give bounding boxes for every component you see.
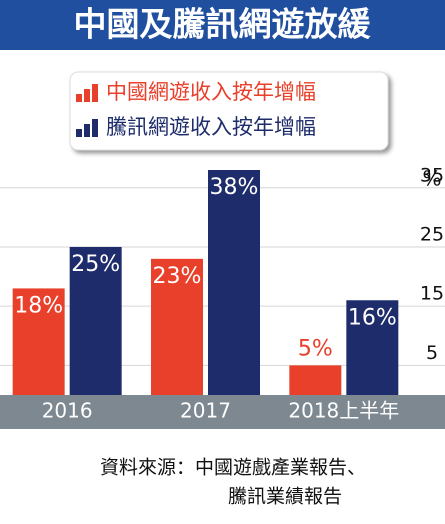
legend-icon [76,129,82,137]
legend-icon [84,89,90,102]
value-label: 38% [210,175,259,200]
y-tick-label: 35 [420,164,444,186]
legend-box [69,71,389,151]
value-label: 23% [153,264,202,289]
legend-label: 中國網遊收入按年增幅 [106,80,316,104]
x-tick-label: 2016 [42,399,93,423]
legend-label: 騰訊網遊收入按年增幅 [106,115,316,139]
value-label: 5% [298,336,333,361]
value-label: 16% [348,305,397,330]
value-label: 18% [14,293,63,318]
legend-icon [76,94,82,102]
chart-title: 中國及騰訊網遊放緩 [74,5,372,44]
legend-icon [92,119,98,137]
x-tick-label: 2018上半年 [288,399,399,423]
bar [151,258,203,395]
x-tick-label: 2017 [180,399,231,423]
bar [69,246,122,395]
legend-icon [92,84,98,102]
x-axis-band [0,395,445,429]
value-label: 25% [71,252,120,277]
y-tick-label: 5 [426,342,438,364]
bar [12,288,65,395]
title-banner [0,0,445,50]
source-line: 資料來源：中國遊戲產業報告、 [100,457,366,479]
bar [289,365,342,395]
y-tick-label: 25 [420,223,444,245]
legend-icon [84,124,90,137]
y-axis-unit: % [422,167,441,191]
bar [208,170,260,395]
y-tick-label: 15 [420,283,444,305]
bar [346,300,399,395]
source-line: 騰訊業績報告 [228,486,342,508]
